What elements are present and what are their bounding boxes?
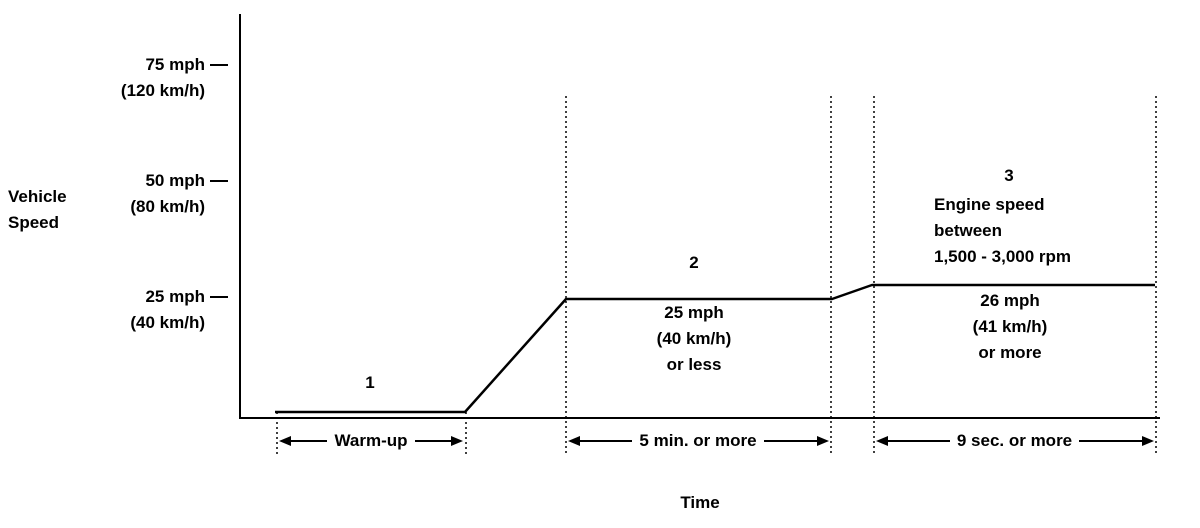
speed-trace-line: [275, 283, 1155, 414]
y-tick-marks: [210, 64, 228, 298]
phase3-engine-line1: Engine speed: [934, 195, 1045, 214]
phase2-arrow-label: 5 min. or more: [632, 428, 764, 454]
phase3-engine-line3: 1,500 - 3,000 rpm: [934, 247, 1072, 266]
y-tick-75-kmh: (120 km/h): [120, 81, 205, 100]
phase3-engine-note: Engine speed between 1,500 - 3,000 rpm: [934, 192, 1071, 270]
phase3-engine-line2: between: [934, 221, 1003, 240]
phase3-speed-line2: (41 km/h): [972, 317, 1048, 336]
phase1-number: 1: [365, 373, 375, 392]
phase3-arrow-label: 9 sec. or more: [949, 428, 1080, 454]
phase2-number: 2: [689, 253, 699, 272]
y-tick-50-kmh: (80 km/h): [130, 197, 205, 216]
y-axis-title-line2: Speed: [8, 213, 60, 232]
warmup-arrow-label-wrap: Warm-up: [280, 428, 462, 454]
y-tick-50-mph: 50 mph: [145, 171, 205, 190]
y-tick-label-75: 75 mph (120 km/h): [0, 52, 205, 104]
phase2-speed-line1: 25 mph: [664, 303, 724, 322]
phase-boundary-dotted-lines: [276, 96, 1157, 456]
y-tick-label-25: 25 mph (40 km/h): [0, 284, 205, 336]
phase3-speed-line3: or more: [978, 343, 1042, 362]
phase3-speed-line1: 26 mph: [980, 291, 1040, 310]
y-tick-75-mph: 75 mph: [145, 55, 205, 74]
y-tick-label-50: 50 mph (80 km/h): [0, 168, 205, 220]
x-axis-title: Time: [680, 493, 720, 512]
phase2-speed-line2: (40 km/h): [656, 329, 732, 348]
y-tick-25-kmh: (40 km/h): [130, 313, 205, 332]
phase2-speed-line3: or less: [666, 355, 722, 374]
y-tick-25-mph: 25 mph: [145, 287, 205, 306]
phase3-speed-note: 26 mph (41 km/h) or more: [935, 288, 1085, 366]
phase3-arrow-label-wrap: 9 sec. or more: [876, 428, 1153, 454]
phase2-arrow-label-wrap: 5 min. or more: [568, 428, 828, 454]
y-axis-title: Vehicle Speed: [8, 184, 67, 236]
warmup-arrow-label: Warm-up: [327, 428, 415, 454]
phase3-number: 3: [1004, 166, 1014, 185]
phase2-speed-note: 25 mph (40 km/h) or less: [619, 300, 769, 378]
y-axis-title-line1: Vehicle: [8, 187, 67, 206]
